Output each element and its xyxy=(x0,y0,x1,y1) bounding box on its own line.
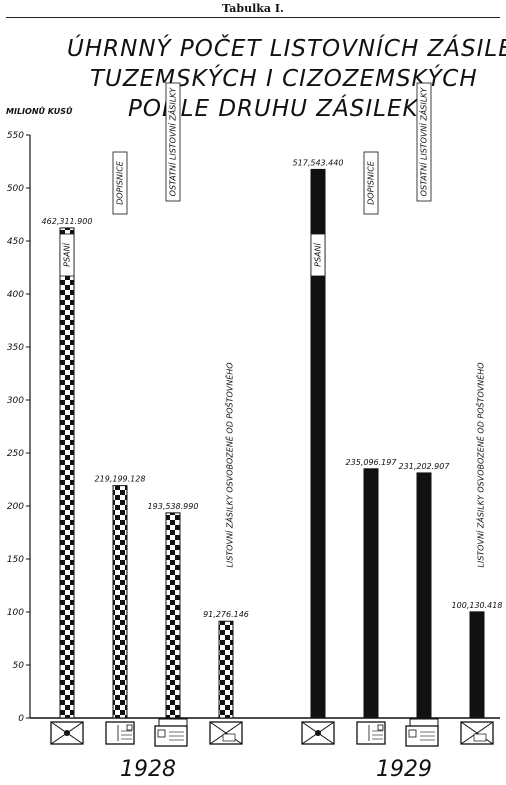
year-label-1929: 1929 xyxy=(376,757,432,782)
y-tick-label: 300 xyxy=(7,396,24,406)
y-tick-label: 250 xyxy=(7,449,24,459)
bar-label-box xyxy=(310,233,326,277)
franchised-envelope-icon xyxy=(460,721,494,745)
bar-1929-2 xyxy=(363,468,379,719)
bar-1928-1 xyxy=(59,227,75,719)
franchised-envelope-icon xyxy=(209,721,243,745)
bar-category-label: LISTOVNÍ ZÁSILKY OSVOBOZENÉ OD POŠTOVNÉH… xyxy=(475,362,486,567)
bar-1928-3 xyxy=(165,512,181,719)
bar-category-label: PSANÍ xyxy=(312,242,323,267)
year-label-1928: 1928 xyxy=(120,757,176,782)
bar-1929-1 xyxy=(310,168,326,719)
bar-value-label: 517,543.440 xyxy=(293,158,344,167)
other-mail-bundle-icon xyxy=(154,718,188,747)
chart-title-line-2: TUZEMSKÝCH I CIZOZEMSKÝCH xyxy=(90,66,478,92)
postcard-icon xyxy=(105,721,135,745)
bar-label-box xyxy=(59,233,75,277)
y-tick-label: 500 xyxy=(7,184,24,194)
bar-value-label: 193,538.990 xyxy=(148,502,199,511)
bar-value-label: 231,202.907 xyxy=(399,462,451,471)
y-tick-label: 550 xyxy=(7,131,24,141)
bar-1929-4 xyxy=(469,611,485,719)
bar-label-box xyxy=(112,151,128,215)
bar-value-label: 235,096.197 xyxy=(346,458,398,467)
y-axis-unit-label: MILIONŮ KUSŮ xyxy=(6,107,73,116)
page-title: Tabulka I. xyxy=(222,2,284,15)
bar-label-box xyxy=(363,151,379,215)
sealed-envelope-icon xyxy=(301,721,335,745)
bar-category-label: DOPISNICE xyxy=(367,160,376,205)
sealed-envelope-icon xyxy=(50,721,84,745)
y-tick-label: 50 xyxy=(13,661,25,671)
y-tick-label: 100 xyxy=(7,608,24,618)
bar-value-label: 219,199.128 xyxy=(95,475,146,484)
bar-label-box xyxy=(165,82,181,202)
bar-value-label: 100,130.418 xyxy=(452,601,503,610)
y-tick-label: 150 xyxy=(7,555,24,565)
bar-value-label: 462,311.900 xyxy=(42,217,93,226)
y-tick-label: 200 xyxy=(7,502,24,512)
chart-title-line-1: ÚHRNNÝ POČET LISTOVNÍCH ZÁSILEK xyxy=(67,36,506,62)
y-tick-label: 350 xyxy=(7,343,24,353)
bar-category-label: OSTATNÍ LISTOVNÍ ZÁSILKY xyxy=(418,87,429,197)
bar-category-label: DOPISNICE xyxy=(116,160,125,205)
bar-value-label: 91,276.146 xyxy=(203,610,249,619)
y-tick-label: 0 xyxy=(18,714,24,724)
bar-category-label: OSTATNÍ LISTOVNÍ ZÁSILKY xyxy=(167,87,178,197)
bar-1928-2 xyxy=(112,485,128,719)
y-tick-label: 400 xyxy=(7,290,24,300)
bar-1928-4 xyxy=(218,620,234,719)
y-tick-label: 450 xyxy=(7,237,24,247)
bar-category-label: PSANÍ xyxy=(61,242,72,267)
bar-label-box xyxy=(416,82,432,202)
bar-category-label: LISTOVNÍ ZÁSILKY OSVOBOZENÉ OD POŠTOVNÉH… xyxy=(224,362,235,567)
postcard-icon xyxy=(356,721,386,745)
other-mail-bundle-icon xyxy=(405,718,439,747)
title-rule xyxy=(6,17,500,18)
bar-1929-3 xyxy=(416,472,432,719)
